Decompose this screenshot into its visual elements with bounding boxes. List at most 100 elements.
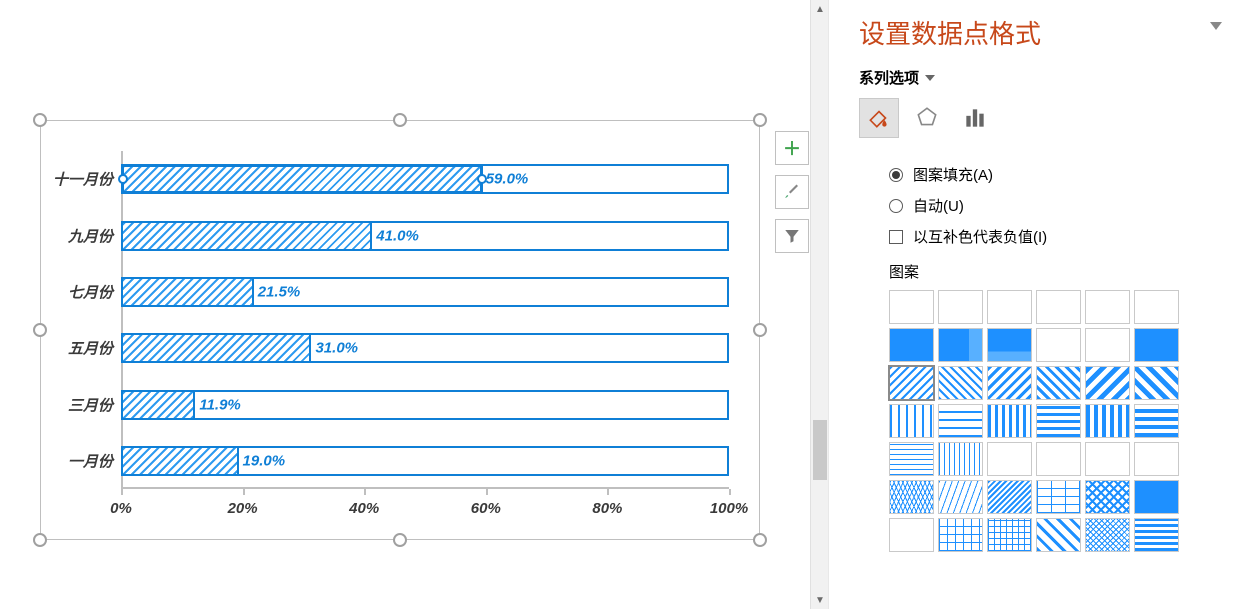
- pattern-swatch[interactable]: [1085, 518, 1130, 552]
- resize-handle[interactable]: [393, 113, 407, 127]
- bar-value-label: 31.0%: [315, 340, 358, 357]
- invert-negative-option[interactable]: 以互补色代表负值(I): [889, 226, 1218, 247]
- x-tick-label: 100%: [710, 500, 748, 517]
- auto-fill-option[interactable]: 自动(U): [889, 195, 1218, 216]
- pattern-swatch[interactable]: [938, 480, 983, 514]
- bar-outline[interactable]: 19.0%: [121, 446, 729, 476]
- bar-value-label: 59.0%: [486, 171, 529, 188]
- category-label: 三月份: [43, 394, 113, 415]
- bar-outline[interactable]: 21.5%: [121, 277, 729, 307]
- x-tick: [486, 489, 488, 495]
- format-pane: 设置数据点格式 系列选项 图案填充(A) 自动(U) 以互补色代表负值(I) 图…: [828, 0, 1240, 609]
- x-tick-label: 40%: [349, 500, 379, 517]
- pattern-swatch[interactable]: [889, 366, 934, 400]
- pattern-swatch[interactable]: [1134, 404, 1179, 438]
- pattern-swatch[interactable]: [938, 442, 983, 476]
- resize-handle[interactable]: [393, 533, 407, 547]
- bar-outline[interactable]: 31.0%: [121, 333, 729, 363]
- pattern-swatch[interactable]: [1085, 290, 1130, 324]
- bar-fill[interactable]: 31.0%: [123, 335, 311, 361]
- pattern-swatch[interactable]: [1036, 366, 1081, 400]
- resize-handle[interactable]: [33, 533, 47, 547]
- pattern-swatch[interactable]: [1134, 328, 1179, 362]
- scroll-down-icon[interactable]: ▼: [811, 591, 829, 609]
- plus-icon: ＋: [783, 135, 801, 161]
- category-label: 五月份: [43, 338, 113, 359]
- chart-style-button[interactable]: [775, 175, 809, 209]
- pattern-fill-option[interactable]: 图案填充(A): [889, 164, 1218, 185]
- bar-chart-icon: [962, 105, 988, 131]
- pattern-swatch[interactable]: [1036, 404, 1081, 438]
- x-tick: [243, 489, 245, 495]
- resize-handle[interactable]: [33, 323, 47, 337]
- pattern-swatch[interactable]: [889, 442, 934, 476]
- pattern-swatch[interactable]: [938, 404, 983, 438]
- series-options-tab[interactable]: [955, 98, 995, 138]
- pattern-swatch[interactable]: [938, 366, 983, 400]
- category-label: 十一月份: [43, 169, 113, 190]
- pattern-swatch[interactable]: [889, 290, 934, 324]
- scroll-up-icon[interactable]: ▲: [811, 0, 829, 18]
- pattern-swatch[interactable]: [1085, 442, 1130, 476]
- pattern-swatch[interactable]: [987, 404, 1032, 438]
- x-tick-label: 0%: [110, 500, 132, 517]
- pattern-swatch[interactable]: [1134, 366, 1179, 400]
- pattern-swatch[interactable]: [938, 290, 983, 324]
- pattern-swatch[interactable]: [1134, 518, 1179, 552]
- resize-handle[interactable]: [753, 113, 767, 127]
- resize-handle[interactable]: [753, 323, 767, 337]
- scroll-thumb[interactable]: [813, 420, 827, 480]
- bar-fill[interactable]: 11.9%: [123, 392, 195, 418]
- chart-filter-button[interactable]: [775, 219, 809, 253]
- pattern-swatch[interactable]: [1085, 404, 1130, 438]
- resize-handle[interactable]: [753, 533, 767, 547]
- resize-handle[interactable]: [33, 113, 47, 127]
- fill-line-tab[interactable]: [859, 98, 899, 138]
- bar-outline[interactable]: 41.0%: [121, 221, 729, 251]
- pattern-swatch[interactable]: [987, 518, 1032, 552]
- pattern-swatch[interactable]: [1085, 328, 1130, 362]
- vertical-scrollbar[interactable]: ▲ ▼: [810, 0, 828, 609]
- pattern-swatch[interactable]: [1036, 328, 1081, 362]
- pattern-swatch[interactable]: [889, 480, 934, 514]
- pane-collapse-icon[interactable]: [1210, 22, 1222, 30]
- bar-outline[interactable]: 59.0%: [121, 164, 729, 194]
- pattern-swatch[interactable]: [987, 328, 1032, 362]
- pattern-swatch[interactable]: [987, 442, 1032, 476]
- bar-fill[interactable]: 19.0%: [123, 448, 239, 474]
- category-label: 九月份: [43, 225, 113, 246]
- bar-value-label: 11.9%: [199, 396, 240, 413]
- pattern-swatch[interactable]: [1036, 442, 1081, 476]
- pattern-swatch[interactable]: [1134, 442, 1179, 476]
- x-tick-label: 80%: [592, 500, 622, 517]
- bar-outline[interactable]: 11.9%: [121, 390, 729, 420]
- chart-plot-area[interactable]: 0%20%40%60%80%100%十一月份59.0%九月份41.0%七月份21…: [121, 151, 729, 489]
- pattern-swatch[interactable]: [889, 518, 934, 552]
- chart-add-element-button[interactable]: ＋: [775, 131, 809, 165]
- bar-fill[interactable]: 21.5%: [123, 279, 254, 305]
- bar-fill[interactable]: 41.0%: [123, 223, 372, 249]
- pattern-swatch[interactable]: [1085, 480, 1130, 514]
- pattern-swatch[interactable]: [889, 404, 934, 438]
- pattern-swatch[interactable]: [1085, 366, 1130, 400]
- chart-selection-box[interactable]: 0%20%40%60%80%100%十一月份59.0%九月份41.0%七月份21…: [40, 120, 760, 540]
- pattern-swatch[interactable]: [889, 328, 934, 362]
- pattern-swatch[interactable]: [1036, 518, 1081, 552]
- bar-fill[interactable]: 59.0%: [123, 166, 482, 192]
- data-point-handle[interactable]: [477, 174, 487, 184]
- data-point-handle[interactable]: [118, 174, 128, 184]
- pattern-swatch[interactable]: [1036, 290, 1081, 324]
- pattern-swatch[interactable]: [987, 290, 1032, 324]
- series-options-dropdown[interactable]: 系列选项: [859, 67, 1218, 88]
- pattern-swatch[interactable]: [1134, 290, 1179, 324]
- pattern-swatch[interactable]: [987, 480, 1032, 514]
- pattern-swatch[interactable]: [938, 518, 983, 552]
- pattern-swatch[interactable]: [1036, 480, 1081, 514]
- pattern-swatch[interactable]: [987, 366, 1032, 400]
- pattern-swatch[interactable]: [938, 328, 983, 362]
- bar-value-label: 41.0%: [376, 227, 419, 244]
- effects-tab[interactable]: [907, 98, 947, 138]
- bar-value-label: 19.0%: [243, 452, 286, 469]
- pattern-swatch[interactable]: [1134, 480, 1179, 514]
- pentagon-icon: [914, 105, 940, 131]
